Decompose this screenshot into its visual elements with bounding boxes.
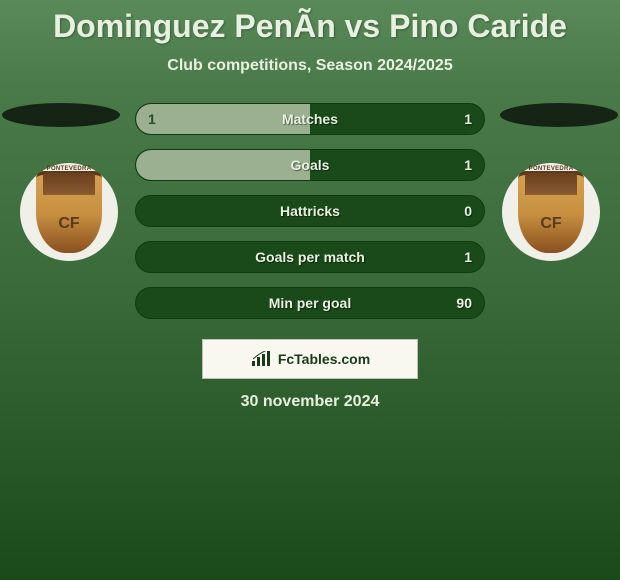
stat-value-right: 1 <box>464 157 472 173</box>
stat-row: 1 Matches 1 <box>135 103 485 135</box>
page-subtitle: Club competitions, Season 2024/2025 <box>0 57 620 75</box>
club-logo-right: CF <box>502 163 600 261</box>
player-left-shadow <box>2 103 120 127</box>
club-logo-left: CF <box>20 163 118 261</box>
date-text: 30 november 2024 <box>0 393 620 411</box>
bar-chart-icon <box>250 351 272 367</box>
club-crest: CF <box>36 171 102 253</box>
stat-row: Goals 1 <box>135 149 485 181</box>
stat-label: Min per goal <box>269 295 351 311</box>
player-right-shadow <box>500 103 618 127</box>
club-crest-cf: CF <box>36 215 102 233</box>
stat-label: Hattricks <box>280 203 340 219</box>
stat-row: Hattricks 0 <box>135 195 485 227</box>
stat-value-right: 90 <box>456 295 472 311</box>
stat-value-left: 1 <box>148 111 156 127</box>
stat-row: Min per goal 90 <box>135 287 485 319</box>
club-crest: CF <box>518 171 584 253</box>
stat-label: Goals per match <box>255 249 365 265</box>
stat-label: Matches <box>282 111 338 127</box>
bar-fill-left <box>136 150 310 180</box>
stat-row: Goals per match 1 <box>135 241 485 273</box>
stat-rows: 1 Matches 1 Goals 1 Hattricks 0 Goals pe… <box>135 103 485 319</box>
stat-value-right: 0 <box>464 203 472 219</box>
stats-area: CF CF 1 Matches 1 Goals 1 Hattricks <box>0 103 620 319</box>
club-crest-arch <box>525 173 578 195</box>
page-title: Dominguez PenÃ­n vs Pino Caride <box>0 0 620 45</box>
club-crest-cf: CF <box>518 215 584 233</box>
stat-label: Goals <box>291 157 330 173</box>
stat-value-right: 1 <box>464 111 472 127</box>
club-crest-arch <box>43 173 96 195</box>
stat-value-right: 1 <box>464 249 472 265</box>
branding-box: FcTables.com <box>202 339 418 379</box>
branding-text: FcTables.com <box>278 351 370 367</box>
